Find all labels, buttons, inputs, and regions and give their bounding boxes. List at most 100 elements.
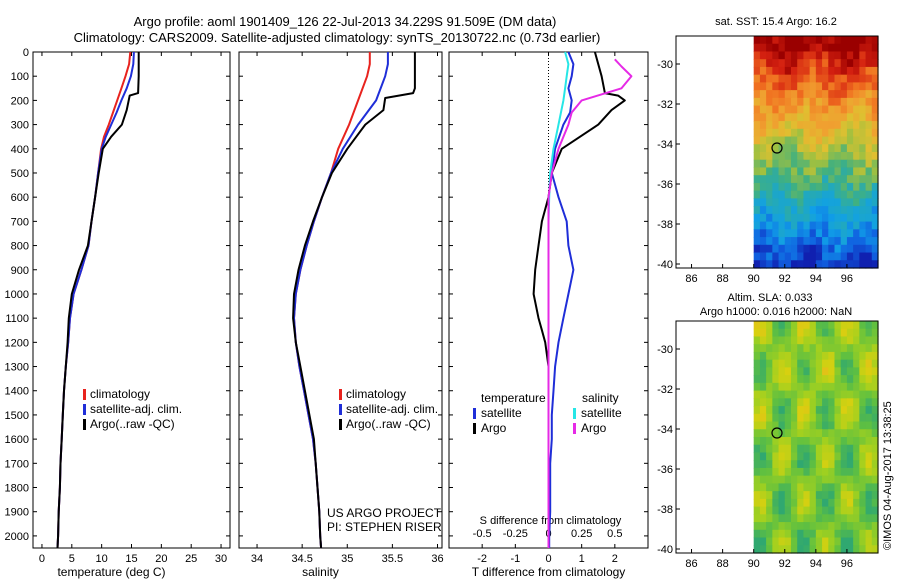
heatmap-cell bbox=[759, 206, 767, 215]
heatmap-cell bbox=[815, 483, 823, 492]
heatmap-cell bbox=[828, 390, 836, 399]
heatmap-cell bbox=[859, 113, 867, 122]
heatmap-cell bbox=[766, 359, 773, 368]
heatmap-cell bbox=[859, 359, 867, 368]
heatmap-cell bbox=[840, 506, 848, 515]
heatmap-cell bbox=[790, 351, 798, 361]
heatmap-cell bbox=[834, 467, 842, 477]
heatmap-cell bbox=[859, 467, 867, 477]
heatmap-cell bbox=[778, 260, 786, 269]
heatmap-cell bbox=[822, 437, 829, 446]
heatmap-cell bbox=[790, 429, 798, 438]
heatmap-cell bbox=[759, 152, 767, 161]
heatmap-cell bbox=[803, 244, 811, 254]
heatmap-cell bbox=[815, 244, 823, 254]
heatmap-cell bbox=[871, 498, 879, 508]
depth-tick-label: 1400 bbox=[5, 386, 29, 398]
heatmap-cell bbox=[834, 498, 842, 508]
heatmap-cell bbox=[803, 59, 811, 68]
heatmap-cell bbox=[871, 514, 879, 523]
heatmap-cell bbox=[859, 136, 867, 145]
heatmap-cell bbox=[766, 406, 773, 415]
legend-salinity-title: salinity bbox=[582, 391, 619, 405]
heatmap-cell bbox=[766, 367, 773, 376]
heatmap-cell bbox=[790, 152, 798, 161]
heatmap-cell bbox=[766, 128, 773, 138]
heatmap-cell bbox=[834, 206, 842, 215]
heatmap-cell bbox=[809, 537, 817, 546]
heatmap-cell bbox=[797, 506, 805, 515]
heatmap-cell bbox=[846, 321, 854, 330]
heatmap-cell bbox=[803, 506, 811, 515]
heatmap-cell bbox=[790, 545, 798, 554]
heatmap-cell bbox=[797, 206, 805, 215]
heatmap-cell bbox=[846, 382, 854, 392]
heatmap-cell bbox=[865, 51, 873, 60]
series-line-s-argo bbox=[547, 58, 633, 548]
heatmap-cell bbox=[871, 437, 879, 446]
heatmap-cell bbox=[840, 260, 848, 269]
heatmap-cell bbox=[865, 522, 873, 531]
heatmap-cell bbox=[822, 351, 829, 361]
heatmap-cell bbox=[753, 190, 761, 199]
heatmap-cell bbox=[766, 66, 773, 76]
heatmap-cell bbox=[803, 51, 811, 60]
heatmap-cell bbox=[871, 229, 879, 238]
heatmap-cell bbox=[784, 113, 792, 122]
heatmap-cell bbox=[772, 498, 780, 508]
heatmap-cell bbox=[853, 43, 860, 53]
heatmap-cell bbox=[803, 483, 811, 492]
heatmap-cell bbox=[784, 128, 792, 138]
heatmap-cell bbox=[822, 229, 829, 238]
heatmap-cell bbox=[772, 522, 780, 531]
heatmap-cell bbox=[815, 460, 823, 469]
heatmap-cell bbox=[871, 66, 879, 76]
heatmap-cell bbox=[784, 82, 792, 91]
heatmap-cell bbox=[828, 82, 836, 91]
heatmap-cell bbox=[865, 375, 873, 384]
heatmap-cell bbox=[772, 113, 780, 122]
heatmap-cell bbox=[859, 221, 867, 230]
heatmap-cell bbox=[797, 59, 805, 68]
difference-xtick-label: 1 bbox=[579, 553, 585, 565]
heatmap-cell bbox=[834, 483, 842, 492]
heatmap-cell bbox=[859, 105, 867, 114]
heatmap-cell bbox=[759, 537, 767, 546]
heatmap-cell bbox=[846, 90, 854, 99]
heatmap-cell bbox=[803, 421, 811, 430]
heatmap-cell bbox=[840, 444, 848, 454]
heatmap-cell bbox=[809, 467, 817, 477]
heatmap-cell bbox=[797, 390, 805, 399]
heatmap-cell bbox=[840, 382, 848, 392]
heatmap-cell bbox=[784, 206, 792, 215]
heatmap-cell bbox=[822, 359, 829, 368]
heatmap-cell bbox=[822, 36, 829, 45]
heatmap-cell bbox=[853, 74, 860, 83]
heatmap-cell bbox=[840, 90, 848, 99]
heatmap-cell bbox=[865, 244, 873, 254]
heatmap-cell bbox=[828, 475, 836, 484]
heatmap-cell bbox=[778, 367, 786, 376]
heatmap-cell bbox=[859, 244, 867, 254]
series-line-argo-raw-qc- bbox=[292, 52, 416, 549]
heatmap-cell bbox=[809, 437, 817, 446]
heatmap-cell bbox=[803, 190, 811, 199]
legend-swatch bbox=[339, 404, 342, 415]
heatmap-cell bbox=[846, 82, 854, 91]
heatmap-cell bbox=[859, 398, 867, 407]
heatmap-cell bbox=[865, 413, 873, 423]
heatmap-cell bbox=[803, 514, 811, 523]
heatmap-cell bbox=[840, 213, 848, 223]
heatmap-cell bbox=[834, 359, 842, 368]
depth-tick-label: 900 bbox=[11, 265, 29, 277]
heatmap-cell bbox=[871, 506, 879, 515]
heatmap-cell bbox=[784, 121, 792, 130]
heatmap-cell bbox=[815, 545, 823, 554]
heatmap-cell bbox=[809, 413, 817, 423]
heatmap-cell bbox=[822, 413, 829, 423]
heatmap-cell bbox=[822, 328, 829, 338]
heatmap-cell bbox=[828, 66, 836, 76]
heatmap-cell bbox=[772, 460, 780, 469]
heatmap-cell bbox=[772, 483, 780, 492]
